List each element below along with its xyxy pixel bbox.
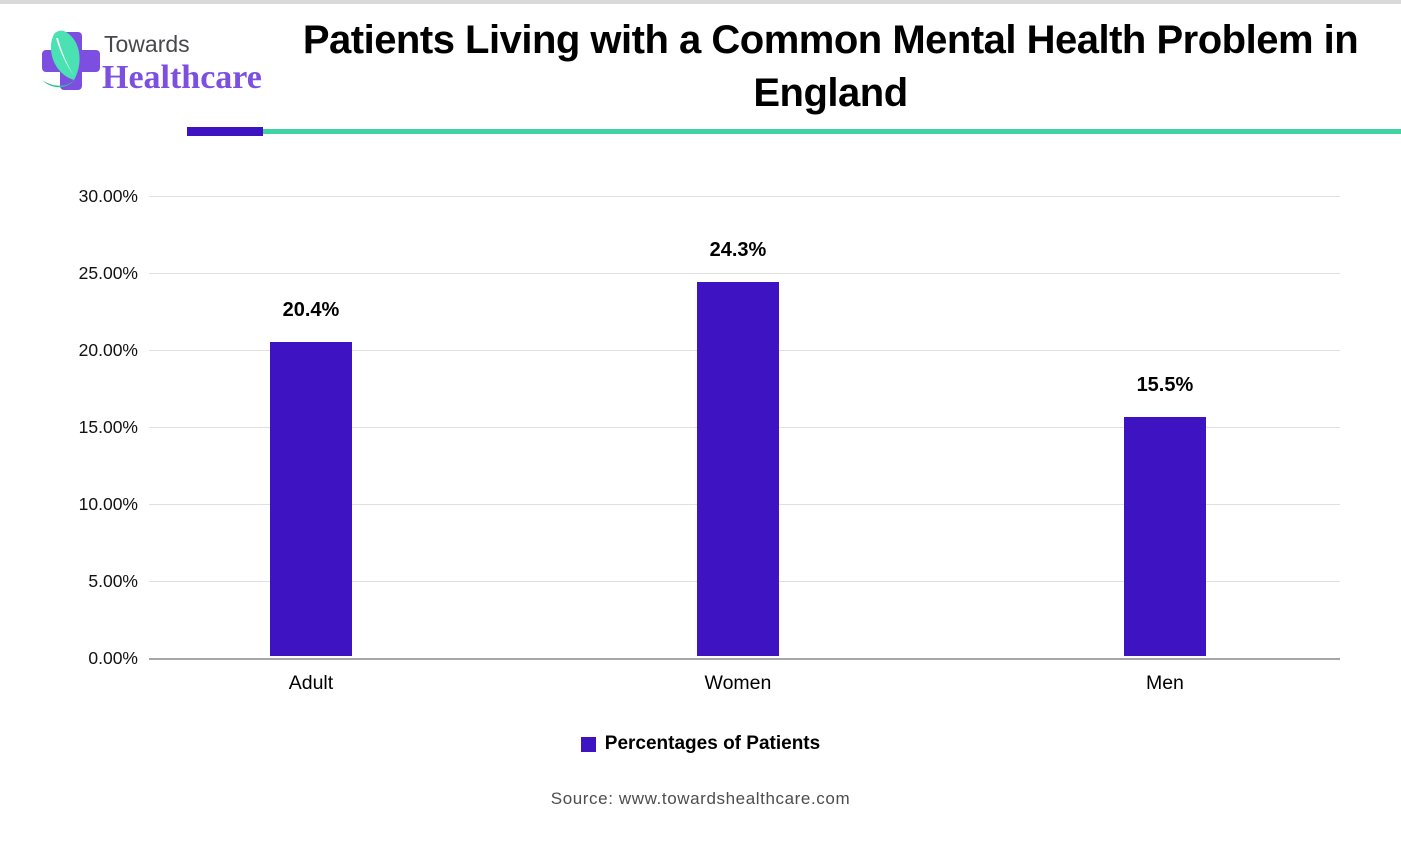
x-axis-line — [149, 658, 1340, 660]
legend-swatch — [580, 736, 596, 752]
plot-area: 20.4% 24.3% 15.5% — [149, 196, 1340, 660]
legend-label: Percentages of Patients — [604, 733, 821, 754]
divider-purple-segment — [187, 127, 263, 136]
brand-healthcare-text: Healthcare — [102, 59, 262, 96]
y-tick-label: 15.00% — [78, 417, 138, 437]
gridline — [149, 196, 1340, 197]
bar-value-label: 20.4% — [282, 298, 340, 321]
bar-value-label: 15.5% — [1136, 374, 1194, 397]
bar-adult — [269, 341, 352, 656]
y-tick-label: 20.00% — [78, 340, 138, 360]
y-tick-label: 0.00% — [88, 648, 138, 668]
gridline — [149, 273, 1340, 274]
bar-men — [1123, 417, 1206, 656]
y-tick-label: 30.00% — [78, 186, 138, 206]
cross-leaf-icon — [42, 30, 100, 90]
source-note: Source: www.towardshealthcare.com — [550, 789, 851, 808]
x-tick-label-adult: Adult — [288, 672, 334, 694]
x-tick-label-women: Women — [704, 672, 772, 694]
towards-healthcare-logo: Towards Healthcare — [42, 30, 262, 96]
x-tick-label-men: Men — [1145, 672, 1184, 694]
brand-towards-text: Towards — [104, 31, 190, 57]
top-border-strip — [0, 0, 1401, 4]
y-tick-label: 5.00% — [88, 571, 138, 591]
y-tick-label: 25.00% — [78, 263, 138, 283]
divider-teal-line — [263, 129, 1401, 134]
page-title: Patients Living with a Common Mental Hea… — [302, 18, 1359, 116]
bar-women — [696, 281, 779, 656]
chart-legend: Percentages of Patients — [0, 733, 1401, 755]
y-tick-label: 10.00% — [78, 494, 138, 514]
bar-value-label: 24.3% — [709, 238, 767, 261]
